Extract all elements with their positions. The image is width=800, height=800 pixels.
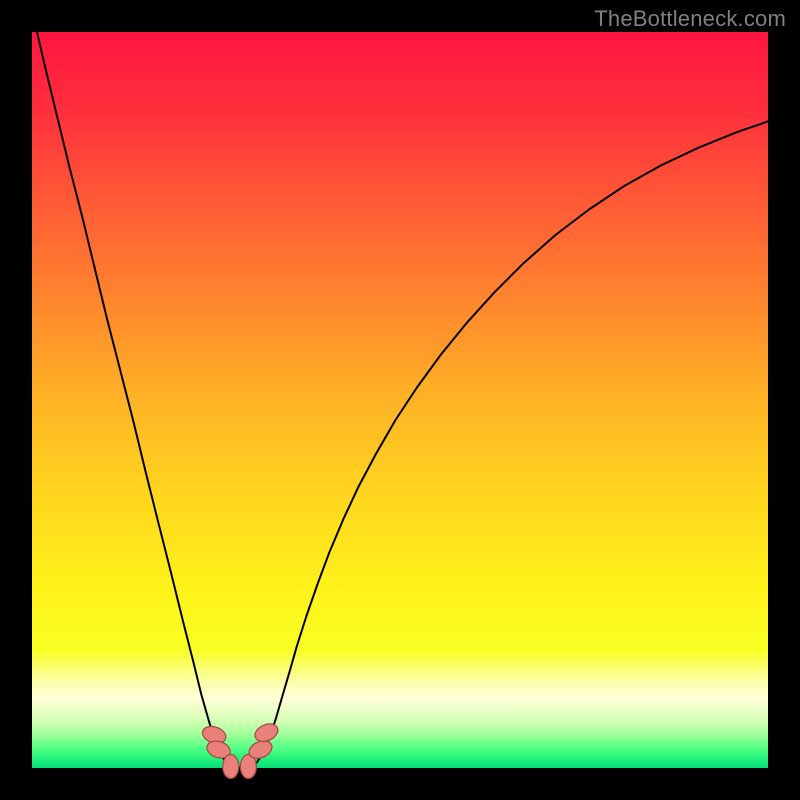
curve-path xyxy=(32,10,775,767)
plot-area xyxy=(32,32,768,768)
bottleneck-curve xyxy=(32,32,768,768)
chart-stage: TheBottleneck.com xyxy=(0,0,800,800)
curve-marker xyxy=(252,720,280,744)
curve-marker xyxy=(223,755,239,779)
watermark-text: TheBottleneck.com xyxy=(594,6,786,32)
curve-markers xyxy=(200,720,280,778)
